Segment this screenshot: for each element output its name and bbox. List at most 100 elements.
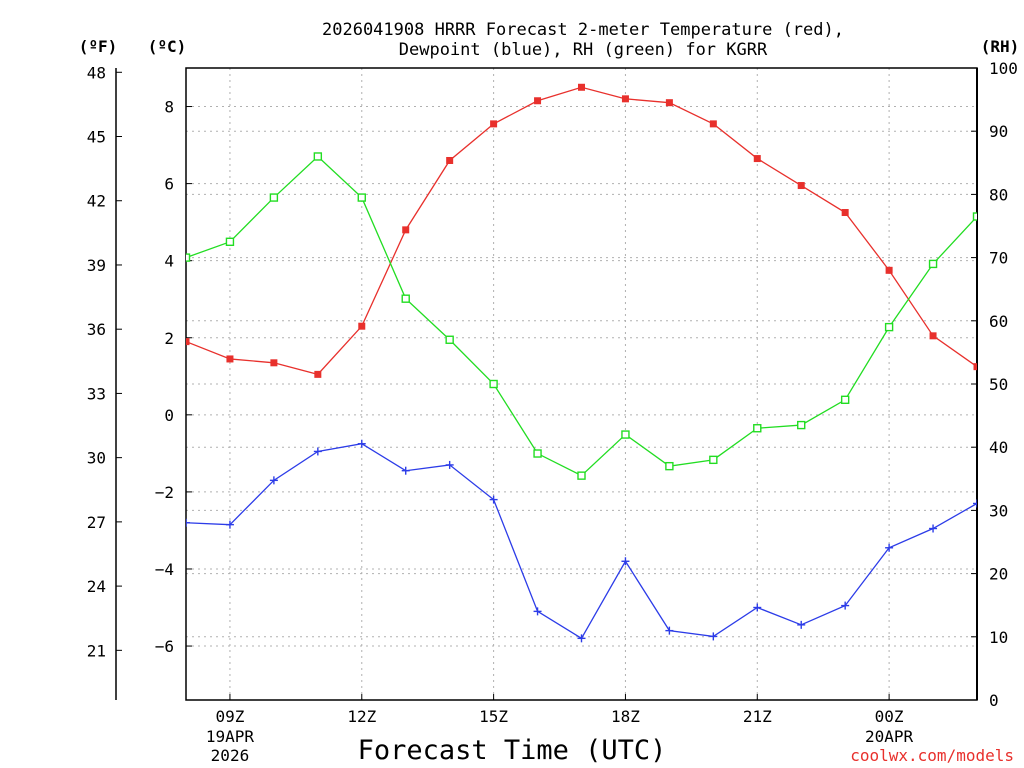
rh-unit-label: (RH) — [981, 37, 1020, 56]
rh-point — [840, 395, 850, 404]
temperature-point — [270, 359, 278, 367]
rh-tick-label: 0 — [989, 691, 999, 710]
rh-tick-label: 40 — [989, 438, 1008, 457]
rh-tick-label: 10 — [989, 628, 1008, 647]
dewpoint-point — [357, 439, 366, 448]
x-tick-label: 18Z — [611, 707, 640, 726]
temperature-point — [402, 226, 410, 234]
rh-tick-label: 90 — [989, 122, 1008, 141]
rh-point — [928, 259, 938, 269]
temperature-point — [841, 209, 849, 217]
celsius-tick-label: 6 — [164, 175, 174, 194]
dewpoint-point — [709, 632, 718, 641]
dewpoint-point — [533, 607, 542, 616]
temperature-point — [973, 363, 977, 371]
rh-point — [401, 294, 410, 303]
fahrenheit-tick-label: 27 — [87, 513, 106, 532]
fahrenheit-tick-label: 42 — [87, 192, 106, 211]
rh-point — [665, 461, 674, 471]
series-blue — [186, 439, 977, 643]
chart-title-line-1: 2026041908 HRRR Forecast 2-meter Tempera… — [322, 20, 844, 40]
rh-point — [186, 253, 191, 262]
rh-point — [313, 152, 323, 161]
rh-tick-label: 100 — [989, 59, 1018, 78]
rh-tick-label: 70 — [989, 249, 1008, 268]
rh-point — [269, 193, 279, 202]
temperature-point — [490, 120, 498, 128]
dewpoint-point — [489, 495, 498, 504]
temperature-point — [929, 332, 937, 340]
x-tick-label: 09Z — [215, 707, 244, 726]
rh-tick-label: 50 — [989, 375, 1008, 394]
x-tick-label: 21Z — [743, 707, 772, 726]
rh-point — [577, 471, 586, 480]
series-red — [186, 83, 977, 378]
temperature-point — [797, 182, 805, 190]
dewpoint-point — [665, 626, 674, 635]
celsius-tick-label: −6 — [155, 637, 174, 656]
rh-point — [533, 449, 542, 458]
temperature-point — [314, 370, 322, 378]
fahrenheit-tick-label: 30 — [87, 449, 106, 468]
x-tick-label: 00Z — [875, 707, 904, 726]
dewpoint-point — [313, 447, 322, 456]
celsius-tick-label: 2 — [164, 329, 174, 348]
celsius-tick-label: 0 — [164, 406, 174, 425]
temperature-point — [665, 99, 673, 107]
axes — [115, 67, 978, 701]
rh-tick-label: 60 — [989, 312, 1008, 331]
fahrenheit-tick-label: 36 — [87, 320, 106, 339]
dewpoint-point — [797, 620, 806, 629]
dewpoint-point — [269, 476, 278, 485]
dewpoint-point — [577, 634, 586, 643]
dewpoint-point — [621, 557, 630, 566]
x-tick-label: 12Z — [347, 707, 376, 726]
dewpoint-point — [929, 524, 938, 533]
temperature-point — [358, 322, 366, 330]
rh-point — [489, 379, 498, 389]
rh-tick-label: 80 — [989, 185, 1008, 204]
temperature-point — [885, 266, 893, 274]
dewpoint-point — [753, 603, 762, 612]
dewpoint-point — [225, 520, 234, 529]
celsius-tick-label: 8 — [164, 98, 174, 117]
temperature-point — [621, 95, 629, 103]
temperature-point — [534, 97, 542, 105]
dewpoint-point — [445, 460, 454, 469]
fahrenheit-tick-label: 33 — [87, 384, 106, 403]
temperature-point — [578, 83, 585, 91]
temperature-point — [226, 355, 234, 363]
fahrenheit-tick-label: 39 — [87, 256, 106, 275]
celsius-tick-label: −4 — [155, 560, 174, 579]
series-green — [186, 152, 977, 480]
temperature-point — [186, 338, 190, 346]
temperature-point — [446, 156, 454, 164]
dewpoint-point — [885, 543, 894, 552]
rh-point — [797, 420, 806, 430]
credit-label: coolwx.com/models — [850, 746, 1014, 765]
dewpoint-point — [973, 499, 977, 508]
rh-point — [884, 322, 894, 332]
fahrenheit-unit-label: (ºF) — [79, 37, 118, 56]
x-tick-date-label: 20APR — [865, 727, 914, 746]
dewpoint-point — [401, 466, 410, 475]
fahrenheit-tick-label: 24 — [87, 577, 106, 596]
celsius-tick-label: 4 — [164, 252, 174, 271]
rh-tick-label: 20 — [989, 565, 1008, 584]
tick-labels: 4845423936333027242186420−2−4−6100908070… — [87, 59, 1018, 765]
dewpoint-point — [186, 518, 190, 527]
rh-point — [753, 424, 762, 433]
x-axis-title: Forecast Time (UTC) — [358, 735, 667, 766]
dewpoint-point — [841, 601, 850, 610]
temperature-point — [753, 155, 761, 163]
rh-point — [445, 335, 454, 344]
chart-title-line-2: Dewpoint (blue), RH (green) for KGRR — [399, 40, 768, 60]
rh-tick-label: 30 — [989, 501, 1008, 520]
x-tick-date-label: 19APR — [206, 727, 255, 746]
x-tick-year-label: 2026 — [211, 746, 250, 765]
fahrenheit-tick-label: 21 — [87, 641, 106, 660]
rh-point — [225, 237, 235, 247]
fahrenheit-tick-label: 45 — [87, 128, 106, 147]
rh-point — [357, 193, 366, 202]
temperature-point — [709, 120, 717, 128]
